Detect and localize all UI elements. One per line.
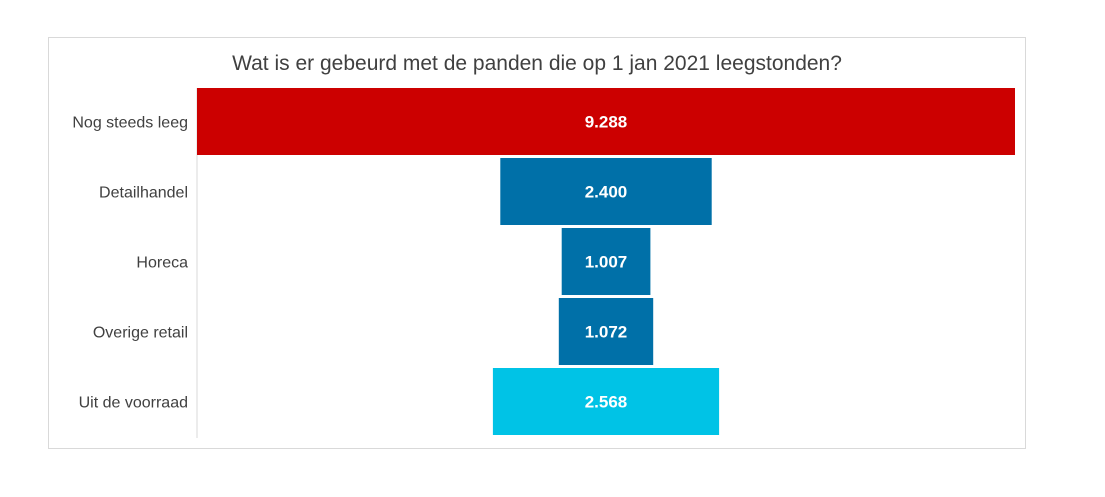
chart-title: Wat is er gebeurd met de panden die op 1… (232, 52, 842, 75)
data-label-2: 2.400 (585, 183, 628, 202)
data-label-1: 9.288 (585, 113, 628, 132)
funnel-bar-5 (492, 368, 720, 435)
funnel-bar-1 (197, 88, 1015, 155)
funnel-bar-2 (500, 158, 712, 225)
funnel-bar-4 (558, 298, 654, 365)
funnel-bar-3 (561, 228, 651, 295)
category-label-1: Nog steeds leeg (72, 115, 188, 132)
data-label-4: 1.072 (585, 323, 628, 342)
chart-marks: 9.288 Nog steeds leeg 2.400 Detailhandel 1.0… (72, 88, 1015, 438)
category-label-5: Uit de voorraad (79, 395, 188, 412)
data-label-5: 2.568 (585, 393, 628, 412)
data-label-3: 1.007 (585, 253, 628, 272)
category-label-3: Horeca (136, 255, 188, 272)
category-label-4: Overige retail (93, 325, 188, 342)
category-label-2: Detailhandel (99, 185, 188, 202)
